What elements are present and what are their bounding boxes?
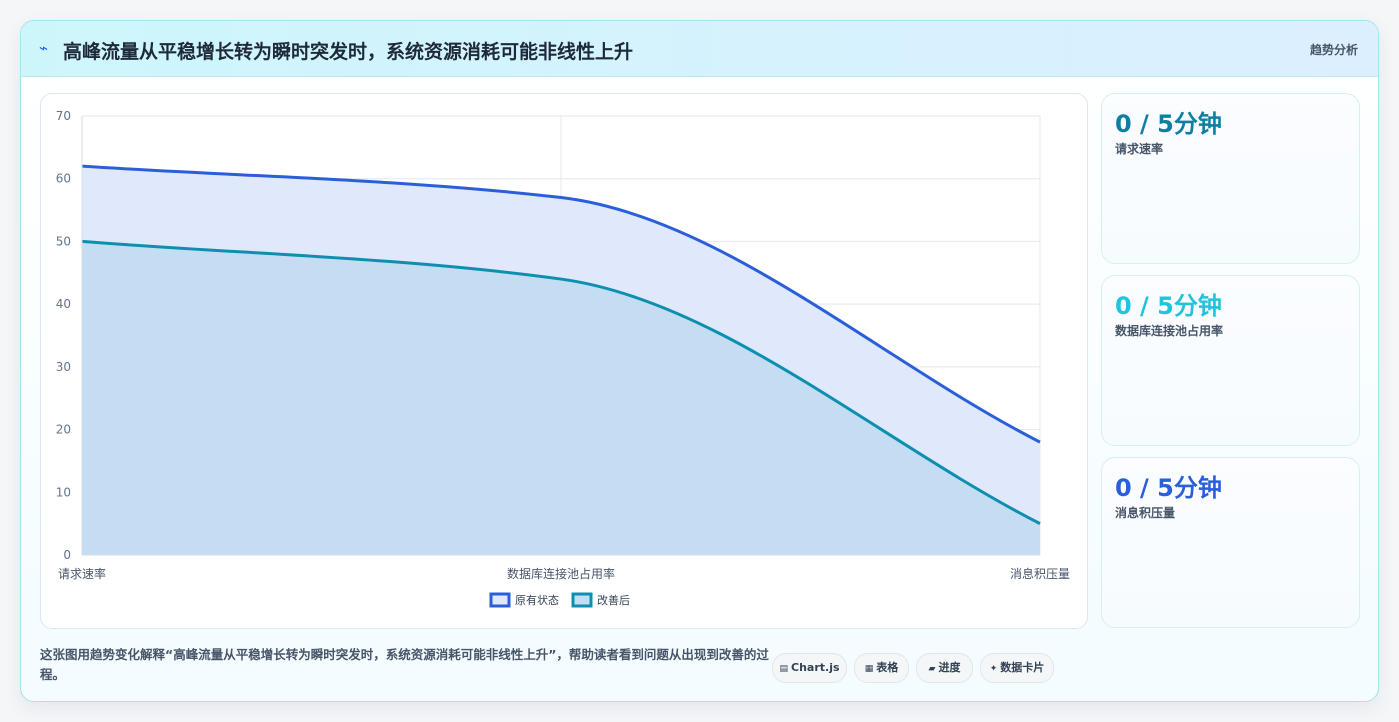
y-tick-label: 10 [56,485,71,499]
series-area-1 [82,241,1040,555]
series-line-1 [81,239,1041,525]
chart-description: 这张图用趋势变化解释“高峰流量从平稳增长转为瞬时突发时，系统资源消耗可能非线性上… [40,647,769,682]
pill-label: 表格 [876,661,899,674]
page-title: 高峰流量从平稳增长转为瞬时突发时，系统资源消耗可能非线性上升 [63,41,634,63]
header-tag: 趋势分析 [1309,43,1358,57]
y-tick-label: 50 [56,234,71,248]
stat-card-db-pool: 0 / 5分钟 数据库连接池占用率 [1101,275,1360,446]
y-tick-label: 20 [56,423,71,437]
pill-label: Chart.js [791,661,840,674]
card-header: ⌁ 高峰流量从平稳增长转为瞬时突发时，系统资源消耗可能非线性上升 趋势分析 [21,21,1378,77]
x-tick-label: 数据库连接池占用率 [507,566,615,581]
y-tick-label: 40 [56,297,71,311]
pill-data-card[interactable]: ✦ 数据卡片 [980,653,1054,683]
table-icon: ▦ [864,664,874,674]
pill-label: 进度 [938,661,961,674]
stat-value: 0 / 5分钟 [1115,474,1222,502]
pill-table[interactable]: ▦ 表格 [854,653,909,683]
y-tick-label: 60 [56,172,71,186]
legend-label-1: 改善后 [597,593,630,607]
x-tick-label: 消息积压量 [1010,566,1070,581]
sparkle-icon: ✦ [989,664,998,674]
stat-label: 请求速率 [1115,142,1164,156]
chart-panel: 0 10 20 30 40 50 60 70 请求速率 数据库连接池占用率 消息积压量原有状态 改善后 [40,93,1088,629]
y-tick-label: 70 [56,109,71,123]
legend-swatch-1 [571,592,593,608]
y-tick-label: 30 [56,360,71,374]
legend-swatch-0 [489,592,511,608]
x-tick-label: 请求速率 [58,566,106,581]
chart-icon: ▤ [779,664,788,674]
stat-label: 数据库连接池占用率 [1115,324,1224,338]
y-tick-label: 0 [63,548,71,562]
series-line-0 [81,164,1041,444]
legend-label-0: 原有状态 [515,593,559,607]
pill-chartjs[interactable]: ▤ Chart.js [772,653,847,683]
trend-icon: ⌁ [39,39,49,57]
stat-card-message-backlog: 0 / 5分钟 消息积压量 [1101,457,1360,628]
stat-value: 0 / 5分钟 [1115,292,1222,320]
stat-label: 消息积压量 [1115,506,1176,520]
pill-progress[interactable]: ▰ 进度 [916,653,973,683]
card: ⌁ 高峰流量从平稳增长转为瞬时突发时，系统资源消耗可能非线性上升 趋势分析 0 1… [20,20,1379,702]
stat-card-request-rate: 0 / 5分钟 请求速率 [1101,93,1360,264]
stat-value: 0 / 5分钟 [1115,110,1222,138]
progress-icon: ▰ [928,664,936,674]
pill-label: 数据卡片 [1000,661,1045,674]
